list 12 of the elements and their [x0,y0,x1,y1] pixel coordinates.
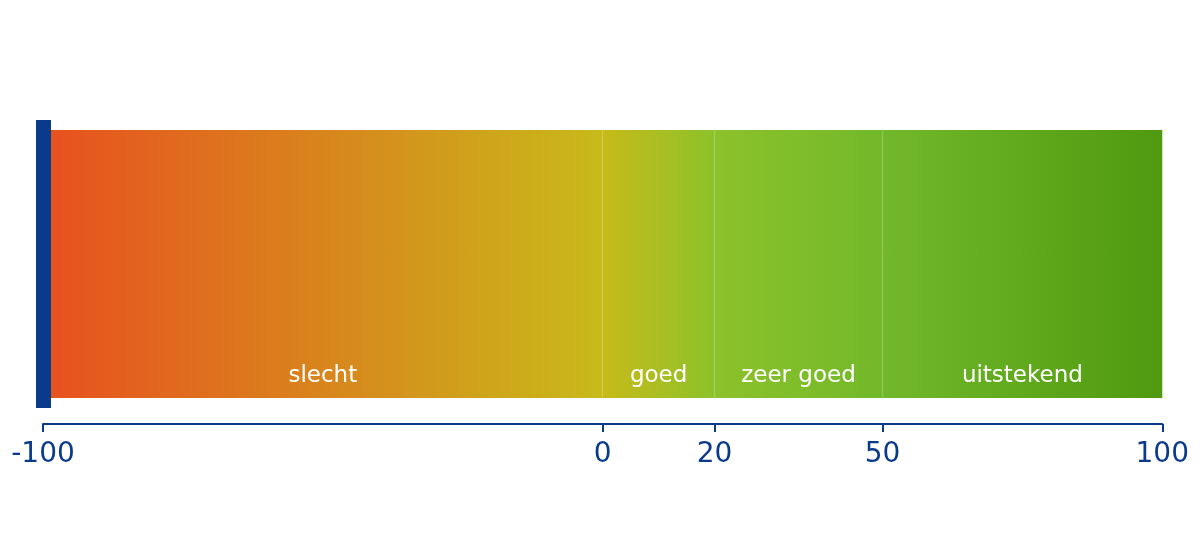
x-tick-label: 100 [1135,435,1189,469]
bar [714,130,883,398]
series-label: goed [629,361,688,388]
x-tick-label: 50 [864,435,901,469]
bar [602,130,715,398]
x-tick-label: 0 [593,435,612,469]
bar [882,130,1163,398]
x-tick-label: 20 [696,435,733,469]
series-label: zeer goed [741,361,856,388]
series-label: uitstekend [961,361,1083,388]
x-tick-label: -100 [11,435,75,469]
series-label: slecht [288,361,358,388]
